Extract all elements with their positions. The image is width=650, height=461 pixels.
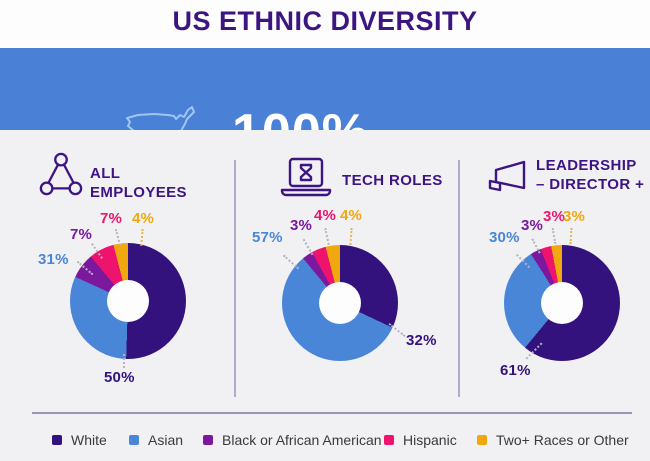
- slice-label-black: 7%: [70, 226, 93, 243]
- donut-hole: [107, 280, 149, 322]
- legend-item-white: White: [52, 432, 107, 448]
- legend-label: White: [71, 432, 107, 448]
- slice-label-white: 32%: [406, 332, 437, 349]
- chart-title: LEADERSHIP – DIRECTOR +: [536, 157, 645, 193]
- slice-label-black: 3%: [290, 217, 313, 234]
- slice-label-asian: 31%: [38, 251, 69, 268]
- legend-divider: [32, 412, 632, 414]
- slice-label-two-plus: 4%: [340, 207, 363, 224]
- slice-label-two-plus: 3%: [563, 208, 586, 225]
- legend-item-asian: Asian: [129, 432, 183, 448]
- donut-all-employees: [70, 243, 186, 359]
- panel-divider: [234, 160, 236, 397]
- slice-label-hispanic: 4%: [314, 207, 337, 224]
- legend-item-black-or-african-american: Black or African American: [203, 432, 382, 448]
- donut-leadership: [504, 245, 620, 361]
- legend-swatch: [52, 435, 62, 445]
- legend-swatch: [203, 435, 213, 445]
- legend-label: Black or African American: [222, 432, 382, 448]
- leader-line: [123, 354, 125, 368]
- donut-tech-roles: [282, 245, 398, 361]
- legend-swatch: [477, 435, 487, 445]
- legend-label: Asian: [148, 432, 184, 448]
- legend-swatch: [129, 435, 139, 445]
- legend-label: Hispanic: [403, 432, 457, 448]
- donut-hole: [319, 282, 361, 324]
- megaphone-icon: [482, 160, 528, 196]
- slice-label-black: 3%: [521, 217, 544, 234]
- chart-title: ALL EMPLOYEES: [90, 165, 187, 201]
- legend-item-hispanic: Hispanic: [384, 432, 457, 448]
- laptop-hourglass-icon: [280, 156, 332, 200]
- chart-title: TECH ROLES: [342, 172, 443, 189]
- slice-label-asian: 57%: [252, 229, 283, 246]
- slice-label-white: 50%: [104, 369, 135, 386]
- slice-label-hispanic: 3%: [543, 208, 566, 225]
- page-title: US ETHNIC DIVERSITY: [172, 6, 478, 36]
- donut-hole: [541, 282, 583, 324]
- people-network-icon: [38, 150, 84, 198]
- pay-equity-banner: 100% US ETHNIC PAY EQUITY: [0, 48, 650, 162]
- slice-label-two-plus: 4%: [132, 210, 155, 227]
- legend-label: Two+ Races or Other: [496, 432, 629, 448]
- slice-label-white: 61%: [500, 362, 531, 379]
- legend-item-two-plus-races-or-other: Two+ Races or Other: [477, 432, 629, 448]
- legend-swatch: [384, 435, 394, 445]
- panel-divider: [458, 160, 460, 397]
- slice-label-asian: 30%: [489, 229, 520, 246]
- slice-label-hispanic: 7%: [100, 210, 123, 227]
